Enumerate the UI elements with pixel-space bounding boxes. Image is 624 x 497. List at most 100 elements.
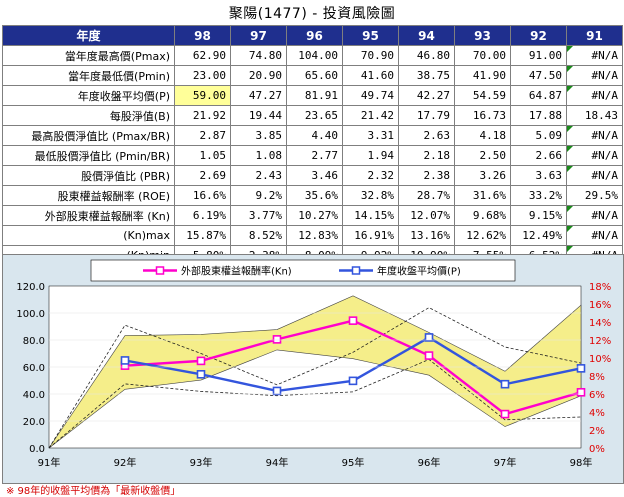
data-point [348, 316, 358, 325]
table-cell: 2.69 [174, 165, 231, 186]
legend-box [90, 259, 516, 282]
row-label: 外部股東權益報酬率 (Kn) [2, 205, 175, 226]
table-row: 最低股價淨值比 (Pmin/BR) 1.05 1.08 2.77 1.94 2.18 2.5… [2, 145, 623, 166]
table-cell: #N/A [566, 45, 623, 66]
price-high-line [48, 307, 582, 449]
table-cell: 6.19% [174, 205, 231, 226]
table-cell: 65.60 [286, 65, 343, 86]
x-tick-label: 93年 [190, 456, 213, 469]
footnote: ※ 98年的收盤平均價為「最新收盤價」 [6, 486, 181, 497]
x-tick-label: 97年 [494, 456, 517, 469]
table-cell: 16.73 [454, 105, 511, 126]
left-tick-label: 60.0 [23, 363, 45, 374]
year-header: 96 [286, 25, 343, 46]
table-cell: 1.05 [174, 145, 231, 166]
legend-label: 外部股東權益報酬率(Kn) [181, 265, 292, 278]
table-cell: 16.91% [342, 225, 399, 246]
right-tick-label: 10% [589, 354, 611, 365]
table-cell: 21.42 [342, 105, 399, 126]
table-cell: 4.40 [286, 125, 343, 146]
right-tick-label: 18% [589, 282, 611, 293]
data-point [272, 335, 282, 344]
data-point [500, 409, 510, 419]
table-cell: #N/A [566, 205, 623, 226]
table-cell: 38.75 [398, 65, 455, 86]
table-cell: 3.63 [510, 165, 567, 186]
right-tick-label: 6% [589, 390, 605, 401]
x-tick-label: 91年 [38, 456, 61, 469]
row-label: 當年度最高價(Pmax) [2, 45, 175, 66]
x-tick-label: 98年 [570, 456, 593, 469]
header-label: 年度 [2, 25, 175, 46]
table-row: 股東權益報酬率 (ROE) 16.6% 9.2% 35.6% 32.8% 28.7% 31.… [2, 185, 623, 206]
legend-marker [155, 266, 165, 275]
table-cell: 15.87% [174, 225, 231, 246]
table-cell: #N/A [566, 225, 623, 246]
chart-panel: 0.0 20.0 40.0 60.0 80.0 100.0 120.0 0% 2% 4% 6% 8% 1… [2, 254, 624, 484]
table-row: 外部股東權益報酬率 (Kn) 6.19% 3.77% 10.27% 14.15% 12.0… [2, 205, 623, 226]
table-cell: 9.15% [510, 205, 567, 226]
table-cell: 70.00 [454, 45, 511, 66]
table-cell: 12.49% [510, 225, 567, 246]
table-cell: 17.88 [510, 105, 567, 126]
table-cell: 46.80 [398, 45, 455, 66]
table-cell: 42.27 [398, 85, 455, 106]
row-label: 股價淨值比 (PBR) [2, 165, 175, 186]
data-point [576, 364, 586, 373]
right-tick-label: 0% [589, 444, 605, 455]
table-row: 股價淨值比 (PBR) 2.69 2.43 3.46 2.32 2.38 3.26 3.63 #… [2, 165, 623, 186]
row-label: 每股淨值(B) [2, 105, 175, 126]
table-cell: 62.90 [174, 45, 231, 66]
table-row: 每股淨值(B) 21.92 19.44 23.65 21.42 17.79 16.73 17.… [2, 105, 623, 126]
table-cell: 23.00 [174, 65, 231, 86]
row-label: 當年度最低價(Pmin) [2, 65, 175, 86]
table-cell: 64.87 [510, 85, 567, 106]
data-point [348, 376, 358, 386]
table-cell: 47.27 [230, 85, 287, 106]
left-tick-label: 100.0 [16, 309, 45, 320]
table-cell: 10.27% [286, 205, 343, 226]
row-label: 股東權益報酬率 (ROE) [2, 185, 175, 206]
table-cell: #N/A [566, 85, 623, 106]
data-point [196, 356, 206, 366]
data-point [120, 356, 130, 365]
risk-chart: 0.0 20.0 40.0 60.0 80.0 100.0 120.0 0% 2% 4% 6% 8% 1… [16, 259, 611, 469]
table-body: 當年度最高價(Pmax) 62.90 74.80 104.00 70.90 46.80 70… [2, 45, 623, 266]
data-point [272, 386, 282, 396]
table-cell: #N/A [566, 145, 623, 166]
table-cell: 3.26 [454, 165, 511, 186]
row-label: 最低股價淨值比 (Pmin/BR) [2, 145, 175, 166]
page-title: 聚陽(1477) - 投資風險圖 [228, 6, 396, 22]
legend-label: 年度收盤平均價(P) [377, 265, 461, 278]
year-header: 91 [566, 25, 623, 46]
x-tick-label: 94年 [266, 456, 289, 469]
x-tick-label: 96年 [418, 456, 441, 469]
kn-range-band [48, 295, 582, 449]
row-label: 最高股價淨值比 (Pmax/BR) [2, 125, 175, 146]
row-label: 年度收盤平均價(P) [2, 85, 175, 106]
left-tick-label: 120.0 [16, 282, 45, 293]
left-tick-label: 40.0 [23, 390, 45, 401]
table-cell: 33.2% [510, 185, 567, 206]
table-cell: 3.46 [286, 165, 343, 186]
table-cell: 2.63 [398, 125, 455, 146]
year-header: 92 [510, 25, 567, 46]
table-cell: 2.43 [230, 165, 287, 186]
table-cell: 1.94 [342, 145, 399, 166]
table-cell: 2.32 [342, 165, 399, 186]
data-point [424, 351, 434, 360]
table-row: 當年度最高價(Pmax) 62.90 74.80 104.00 70.90 46.80 70… [2, 45, 623, 66]
table-cell: #N/A [566, 165, 623, 186]
data-point [424, 333, 434, 342]
left-tick-label: 80.0 [23, 336, 45, 347]
table-cell: 3.31 [342, 125, 399, 146]
table-cell: 12.07% [398, 205, 455, 226]
table-cell: 104.00 [286, 45, 343, 66]
table-cell: 12.83% [286, 225, 343, 246]
year-header: 98 [174, 25, 231, 46]
table-cell: 28.7% [398, 185, 455, 206]
x-tick-label: 95年 [342, 456, 365, 469]
table-cell: 2.66 [510, 145, 567, 166]
data-point [500, 379, 510, 389]
table-cell: 47.50 [510, 65, 567, 86]
